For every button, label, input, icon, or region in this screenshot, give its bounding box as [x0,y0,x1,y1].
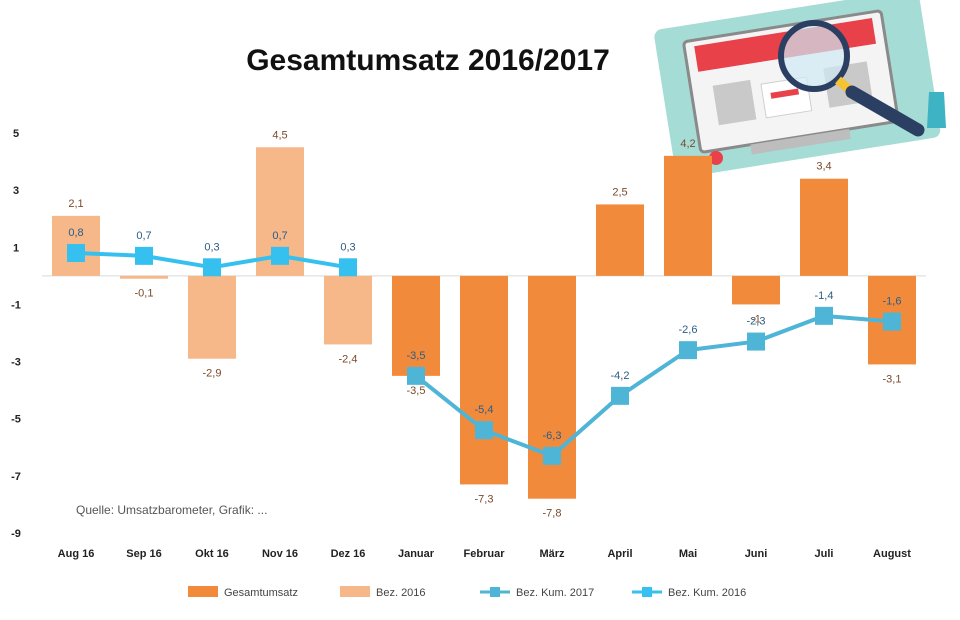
chart-title: Gesamtumsatz 2016/2017 [246,44,610,77]
line-point [679,341,697,360]
line-point [543,446,561,465]
y-tick-label: -3 [11,357,21,369]
bar-value-label: -7,8 [543,508,562,520]
x-tick-label: Aug 16 [58,548,95,560]
y-tick-label: -1 [11,299,21,311]
bar-value-label: 4,5 [272,129,287,141]
legend-item: Bez. 2016 [340,586,426,599]
legend-label: Bez. Kum. 2016 [668,587,746,599]
bar [324,275,372,345]
x-tick-label: Nov 16 [262,548,298,560]
x-tick-label: April [607,548,632,560]
x-tick-label: Juni [745,548,768,560]
line-value-label: 0,7 [272,230,287,242]
line-value-label: 0,3 [340,241,355,253]
line-point [339,258,357,277]
x-tick-label: Okt 16 [195,548,229,560]
line-point [883,312,901,331]
legend-label: Bez. Kum. 2017 [516,587,594,599]
line-point [203,258,221,277]
lines [67,244,901,465]
legend-swatch [340,586,370,597]
legend-item: Gesamtumsatz [188,586,298,599]
bar-value-label: -3,5 [407,385,426,397]
legend-item: Bez. Kum. 2017 [480,587,594,599]
source-note: Quelle: Umsatzbarometer, Grafik: ... [76,503,267,517]
line-value-label: 0,7 [136,230,151,242]
line-value-label: -4,2 [611,370,630,382]
x-tick-label: Dez 16 [331,548,366,560]
line-point [475,421,493,440]
bar [528,275,576,499]
y-tick-label: -7 [11,471,21,483]
line-point [815,306,833,325]
line-point [747,332,765,351]
bar [460,275,508,485]
line-value-label: 0,8 [68,227,83,239]
legend-marker [642,587,652,597]
bar [800,178,848,276]
y-tick-label: -9 [11,528,21,540]
bar-value-label: -3,1 [883,373,902,385]
legend-marker [490,587,500,597]
bars [52,147,916,499]
y-tick-label: 5 [13,128,19,140]
bar-value-label: 4,2 [680,138,695,150]
legend-label: Bez. 2016 [376,587,426,599]
bar [120,275,168,279]
y-tick-label: -5 [11,414,21,426]
legend-item: Bez. Kum. 2016 [632,587,746,599]
bar [188,275,236,359]
line-value-label: -6,3 [543,430,562,442]
line-value-label: 0,3 [204,241,219,253]
bar-value-label: -1 [751,313,761,325]
data-labels: -3,5 -7,3 -7,8 2,5 4,2 -1 3,4 -3,1 2,1 -0,1 -2,9 4,… [68,129,901,519]
bar-value-label: -7,3 [475,493,494,505]
x-tick-label: Januar [398,548,435,560]
y-tick-label: 3 [13,185,19,197]
line-point [67,244,85,262]
x-tick-label: Juli [815,548,834,560]
line-value-label: -2,6 [679,324,698,336]
bar-value-label: -0,1 [135,288,154,300]
line-value-label: -1,6 [883,296,902,308]
y-tick-label: 1 [13,242,19,254]
legend: Gesamtumsatz Bez. 2016 Bez. Kum. 2017 Bez. … [188,586,746,599]
bar [596,204,644,276]
x-tick-label: August [873,548,911,560]
magnifier-over-shop-screen-icon [654,0,946,178]
x-tick-label: Mai [679,548,697,560]
line-value-label: -2,3 [747,316,766,328]
line-value-label: -3,5 [407,350,426,362]
line-point [611,386,629,405]
x-tick-label: März [539,548,565,560]
line-point [271,246,289,265]
bar-value-label: -2,4 [339,353,358,365]
legend-swatch [188,586,218,597]
bar-value-label: -2,9 [203,368,222,380]
x-tick-label: Sep 16 [126,548,161,560]
bar [732,275,780,305]
line-point [407,366,425,385]
bar [664,155,712,276]
line-value-label: -1,4 [815,290,834,302]
bar-value-label: 2,1 [68,198,83,210]
bar-value-label: 3,4 [816,161,831,173]
bar-value-label: 2,5 [612,186,627,198]
line-point [135,246,153,265]
x-tick-label: Februar [464,548,506,560]
line-value-label: -5,4 [475,404,494,416]
series-line [414,313,893,458]
bar [392,275,440,376]
x-axis: Aug 16 Sep 16 Okt 16 Nov 16 Dez 16 Januar Febr… [58,548,912,560]
legend-label: Gesamtumsatz [224,587,298,599]
